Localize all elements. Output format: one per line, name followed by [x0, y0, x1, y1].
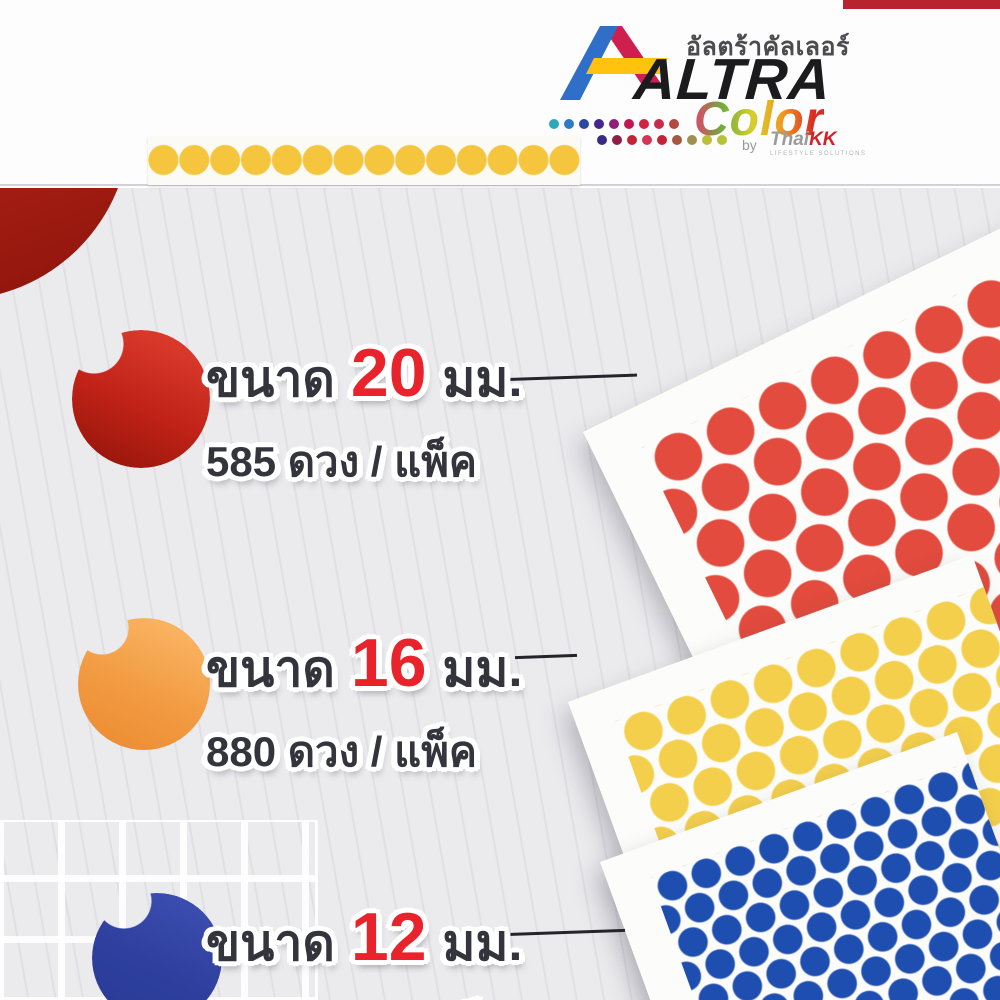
- top-red-bar-decor: [843, 0, 1000, 9]
- color-dot: [609, 119, 619, 129]
- size-label: ขนาด: [206, 915, 335, 971]
- brand-thai-name: อัลตร้าคัลเลอร์: [686, 33, 850, 61]
- color-dot: [654, 119, 664, 129]
- color-dot: [669, 119, 679, 129]
- color-dot: [642, 135, 652, 145]
- color-dot: [612, 135, 622, 145]
- size-value: 20: [350, 335, 427, 411]
- partner-logo: ThaiKK LIFESTYLE SOLUTIONS: [770, 130, 867, 157]
- color-dot: [594, 119, 604, 129]
- product-row-16mm: ขนาด 16 มม. 880 ดวง / แพ็ค: [206, 624, 522, 785]
- altra-a-mark-icon: [560, 26, 668, 100]
- size-unit: มม.: [442, 351, 523, 407]
- main-area: ขนาด 20 มม. 585 ดวง / แพ็ค ขนาด 16 มม. 8…: [0, 188, 1000, 1000]
- size-label: ขนาด: [206, 641, 335, 697]
- color-dot: [549, 119, 559, 129]
- color-dot: [639, 119, 649, 129]
- color-dot: [627, 135, 637, 145]
- color-dot: [657, 135, 667, 145]
- sticker-blob-orange-icon: [78, 618, 210, 750]
- yellow-sticker-strip: [148, 136, 580, 185]
- partner-prefix: Thai: [770, 129, 810, 150]
- size-value: 12: [350, 899, 427, 975]
- pack-quantity: 585 ดวง / แพ็ค: [206, 438, 477, 485]
- size-unit: มม.: [442, 641, 523, 697]
- partner-suffix: KK: [809, 129, 837, 150]
- pack-quantity: 880 ดวง / แพ็ค: [206, 728, 477, 775]
- logo-dot-row-1: [549, 119, 679, 129]
- color-dot: [597, 135, 607, 145]
- red-quarter-circle-decor: [0, 188, 130, 300]
- sticker-blob-blue-icon: [92, 893, 222, 1000]
- brand-color-word: Color: [694, 93, 825, 146]
- color-dot: [672, 135, 682, 145]
- pack-quantity: 1,400 ดวง / แพ็ค: [206, 993, 522, 1000]
- logo-dot-row-2: [597, 135, 727, 145]
- product-row-20mm: ขนาด 20 มม. 585 ดวง / แพ็ค: [206, 334, 522, 495]
- size-value: 16: [350, 625, 427, 701]
- by-label: by: [742, 137, 757, 153]
- product-row-12mm: ขนาด 12 มม. 1,400 ดวง / แพ็ค: [206, 898, 522, 1000]
- color-dot: [579, 119, 589, 129]
- size-label: ขนาด: [206, 351, 335, 407]
- pointer-line-16mm: [514, 653, 578, 660]
- brand-logo: อัลตร้าคัลเลอร์ ALTRA Color by ThaiKK LI…: [540, 18, 870, 178]
- color-dot: [702, 135, 712, 145]
- color-dot: [717, 135, 727, 145]
- sticker-blob-red-icon: [72, 330, 210, 468]
- color-dot: [687, 135, 697, 145]
- color-dot: [564, 119, 574, 129]
- size-unit: มม.: [442, 915, 523, 971]
- partner-tagline: LIFESTYLE SOLUTIONS: [770, 151, 867, 157]
- color-dot: [624, 119, 634, 129]
- header: อัลตร้าคัลเลอร์ ALTRA Color by ThaiKK LI…: [0, 0, 1000, 186]
